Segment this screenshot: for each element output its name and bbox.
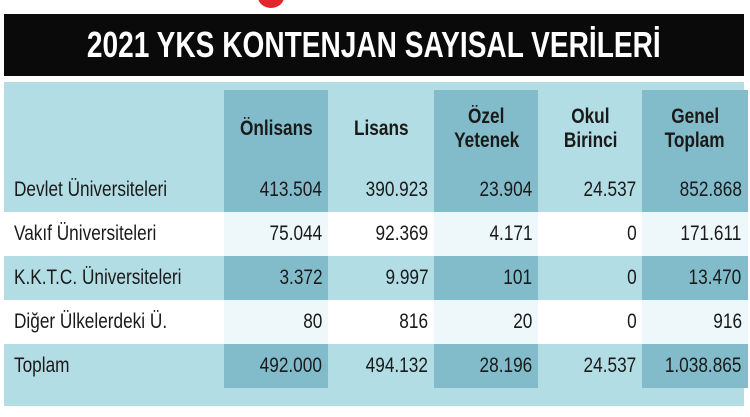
header-row: Önlisans Lisans Özel Yetenek Okul Birinci Gene… bbox=[4, 90, 748, 168]
table-cell: 13.470 bbox=[642, 256, 748, 300]
table-cell: 916 bbox=[642, 300, 748, 344]
table-cell: 28.196 bbox=[434, 344, 539, 388]
column-header: Okul Birinci bbox=[538, 90, 642, 168]
table-cell: 75.044 bbox=[224, 212, 329, 256]
column-header-label: Okul bbox=[571, 105, 610, 128]
column-header-label: Önlisans bbox=[239, 117, 313, 140]
column-header-label: Özel bbox=[468, 105, 505, 128]
cell-text: 171.611 bbox=[680, 222, 742, 245]
cell-text: 9.997 bbox=[385, 266, 429, 289]
cell-text: 4.171 bbox=[489, 222, 533, 245]
column-header: Genel Toplam bbox=[642, 90, 748, 168]
title-banner: 2021 YKS KONTENJAN SAYISAL VERİLERİ bbox=[4, 14, 744, 76]
cell-text: 75.044 bbox=[269, 222, 323, 245]
cell-text: 0 bbox=[626, 266, 637, 289]
cell-text: Vakıf Üniversiteleri bbox=[14, 222, 157, 245]
cell-text: Devlet Üniversiteleri bbox=[14, 178, 168, 201]
table-cell: 20 bbox=[434, 300, 539, 344]
column-header-label: Genel bbox=[671, 105, 719, 128]
cell-text: 92.369 bbox=[375, 222, 429, 245]
table-cell: 4.171 bbox=[434, 212, 539, 256]
cell-text: 80 bbox=[303, 310, 323, 333]
cell-text: Toplam bbox=[14, 354, 70, 377]
column-header-label: Birinci bbox=[563, 129, 618, 152]
cell-text: 24.537 bbox=[583, 354, 637, 377]
cell-text: 390.923 bbox=[365, 178, 429, 201]
table-cell: 1.038.865 bbox=[642, 344, 748, 388]
cell-text: 494.132 bbox=[365, 354, 429, 377]
table-cell: 3.372 bbox=[224, 256, 329, 300]
cell-text: Diğer Ülkelerdeki Ü. bbox=[14, 310, 168, 333]
table-cell: 24.537 bbox=[538, 168, 642, 212]
row-label: K.K.T.C. Üniversiteleri bbox=[4, 256, 224, 300]
row-label: Devlet Üniversiteleri bbox=[4, 168, 224, 212]
column-header: Özel Yetenek bbox=[434, 90, 539, 168]
table-row: Devlet Üniversiteleri 413.504 390.923 23.90… bbox=[4, 168, 748, 212]
cell-text: 13.470 bbox=[688, 266, 742, 289]
table-row: Diğer Ülkelerdeki Ü. 80 816 20 0 916 bbox=[4, 300, 748, 344]
table-cell: 413.504 bbox=[224, 168, 329, 212]
row-label: Diğer Ülkelerdeki Ü. bbox=[4, 300, 225, 344]
table-cell: 9.997 bbox=[328, 256, 434, 300]
table-cell: 816 bbox=[328, 300, 435, 344]
row-label: Vakıf Üniversiteleri bbox=[4, 212, 225, 256]
column-header: Önlisans bbox=[224, 90, 329, 168]
cell-text: 28.196 bbox=[479, 354, 533, 377]
cell-text: 0 bbox=[626, 310, 637, 333]
cell-text: 816 bbox=[399, 310, 429, 333]
cell-text: 1.038.865 bbox=[665, 354, 742, 377]
logo-dot bbox=[258, 0, 284, 8]
table-cell: 23.904 bbox=[434, 168, 539, 212]
table-cell: 390.923 bbox=[328, 168, 434, 212]
table-cell: 92.369 bbox=[328, 212, 435, 256]
row-label: Toplam bbox=[4, 344, 224, 388]
quota-table: Önlisans Lisans Özel Yetenek Okul Birinci Gene… bbox=[4, 90, 748, 388]
cell-text: 916 bbox=[712, 310, 742, 333]
column-header-label: Lisans bbox=[353, 117, 409, 140]
cell-text: 24.537 bbox=[583, 178, 637, 201]
page-title: 2021 YKS KONTENJAN SAYISAL VERİLERİ bbox=[87, 24, 661, 65]
table-cell: 0 bbox=[538, 300, 643, 344]
cell-text: 852.868 bbox=[679, 178, 742, 201]
cell-text: 23.904 bbox=[479, 178, 533, 201]
table-cell: 24.537 bbox=[538, 344, 642, 388]
table-cell: 80 bbox=[224, 300, 329, 344]
cell-text: K.K.T.C. Üniversiteleri bbox=[14, 266, 182, 289]
cell-text: 0 bbox=[626, 222, 637, 245]
cell-text: 20 bbox=[513, 310, 533, 333]
table-cell: 494.132 bbox=[328, 344, 434, 388]
cell-text: 3.372 bbox=[279, 266, 323, 289]
table-row: K.K.T.C. Üniversiteleri 3.372 9.997 101 0 13.… bbox=[4, 256, 748, 300]
column-header-label: Yetenek bbox=[453, 129, 519, 152]
cell-text: 492.000 bbox=[259, 354, 323, 377]
table-cell: 0 bbox=[538, 212, 643, 256]
table-cell: 101 bbox=[434, 256, 539, 300]
table-cell: 852.868 bbox=[642, 168, 748, 212]
column-header-label: Toplam bbox=[664, 129, 725, 152]
table-row: Toplam 492.000 494.132 28.196 24.537 1.038.86… bbox=[4, 344, 748, 388]
cell-text: 413.504 bbox=[259, 178, 323, 201]
table-row: Vakıf Üniversiteleri 75.044 92.369 4.171 0 17… bbox=[4, 212, 748, 256]
table-cell: 0 bbox=[538, 256, 642, 300]
table-cell: 171.611 bbox=[642, 212, 748, 256]
table-cell: 492.000 bbox=[224, 344, 329, 388]
cell-text: 101 bbox=[503, 266, 533, 289]
column-header bbox=[4, 90, 224, 168]
column-header: Lisans bbox=[328, 90, 434, 168]
